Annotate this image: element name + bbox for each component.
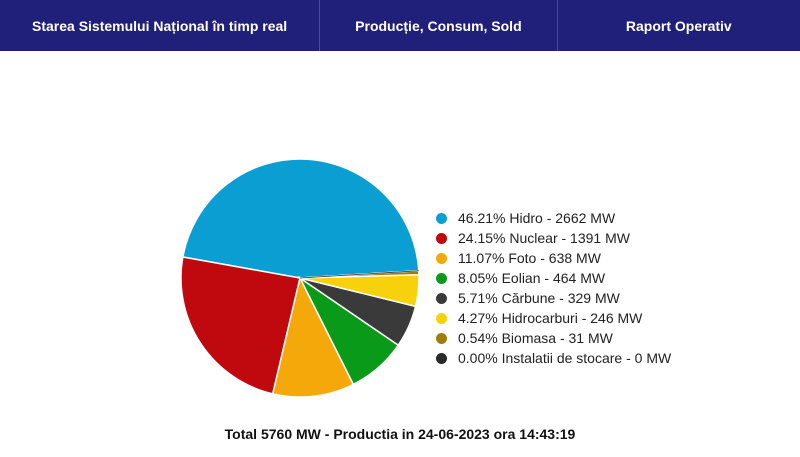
legend-marker-icon — [436, 352, 447, 364]
legend-marker-icon — [436, 212, 447, 224]
legend-item[interactable]: 46.21% Hidro - 2662 MW — [436, 208, 671, 228]
legend-marker-icon — [436, 292, 447, 304]
legend-item[interactable]: 5.71% Cărbune - 329 MW — [436, 288, 671, 308]
legend-item[interactable]: 0.00% Instalatii de stocare - 0 MW — [436, 348, 671, 368]
legend-label: 24.15% Nuclear - 1391 MW — [458, 230, 630, 246]
legend-label: 0.00% Instalatii de stocare - 0 MW — [458, 350, 672, 366]
total-production-caption: Total 5760 MW - Productia in 24-06-2023 … — [224, 426, 576, 442]
legend-item[interactable]: 24.15% Nuclear - 1391 MW — [436, 228, 671, 248]
legend-label: 4.27% Hidrocarburi - 246 MW — [458, 310, 643, 326]
pie-slice-hidro[interactable] — [181, 158, 420, 279]
legend-marker-icon — [436, 332, 447, 344]
legend-marker-icon — [436, 232, 447, 244]
legend-item[interactable]: 0.54% Biomasa - 31 MW — [436, 328, 671, 348]
chart-legend: 46.21% Hidro - 2662 MW 24.15% Nuclear - 1… — [436, 208, 671, 368]
pie-slice-instalatii-de-stocare[interactable] — [299, 270, 419, 279]
legend-label: 5.71% Cărbune - 329 MW — [458, 290, 620, 306]
legend-marker-icon — [436, 252, 447, 264]
legend-label: 11.07% Foto - 638 MW — [458, 250, 601, 266]
energy-mix-pie-chart — [180, 158, 420, 398]
legend-item[interactable]: 4.27% Hidrocarburi - 246 MW — [436, 308, 671, 328]
legend-label: 8.05% Eolian - 464 MW — [458, 270, 606, 286]
legend-item[interactable]: 8.05% Eolian - 464 MW — [436, 268, 671, 288]
top-navigation-bar: Starea Sistemului Național în timp real … — [0, 0, 800, 51]
tab-real-time-status[interactable]: Starea Sistemului Național în timp real — [0, 0, 321, 51]
legend-label: 46.21% Hidro - 2662 MW — [458, 210, 616, 226]
pie-slice-foto[interactable] — [271, 275, 355, 398]
legend-marker-icon — [436, 312, 447, 324]
legend-label: 0.54% Biomasa - 31 MW — [458, 330, 613, 346]
legend-item[interactable]: 11.07% Foto - 638 MW — [436, 248, 671, 268]
legend-marker-icon — [436, 272, 447, 284]
tab-operative-report[interactable]: Raport Operativ — [625, 17, 732, 34]
tab-production-consumption-balance[interactable]: Producție, Consum, Sold — [320, 0, 558, 51]
pie-slice-nuclear[interactable] — [180, 256, 301, 395]
